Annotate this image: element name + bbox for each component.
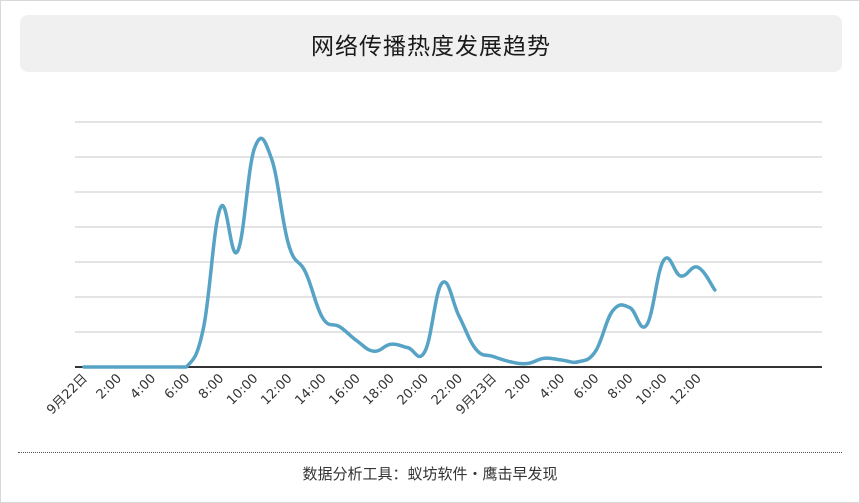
x-tick-label: 20:00: [395, 371, 432, 408]
chart-title: 网络传播热度发展趋势: [311, 33, 551, 60]
x-tick-label: 12:00: [258, 371, 295, 408]
x-tick-label: 16:00: [327, 371, 364, 408]
x-tick-label: 12:00: [668, 371, 705, 408]
x-tick-label: 10:00: [224, 371, 261, 408]
x-tick-label: 6:00: [571, 371, 602, 402]
x-tick-label: 14:00: [292, 371, 329, 408]
x-tick-label: 6:00: [162, 371, 193, 402]
footer-source: 数据分析工具：蚁坊软件・鹰击早发现: [302, 465, 558, 483]
grid-lines: [75, 121, 822, 333]
series-layer: [82, 136, 717, 369]
x-tick-label: 18:00: [361, 371, 398, 408]
x-tick-label: 4:00: [537, 371, 568, 402]
x-tick-label: 10:00: [633, 371, 670, 408]
footer-divider: [18, 452, 842, 453]
x-tick-label: 2:00: [503, 371, 534, 402]
series-line-1: [82, 136, 717, 369]
x-tick-label: 8:00: [196, 371, 227, 402]
x-tick-label: 4:00: [128, 371, 159, 402]
x-tick-labels: 9月22日 2:00 4:00 6:00 8:0010:0012:0014:0016:0…: [44, 371, 704, 418]
x-tick-label: 2:00: [94, 371, 125, 402]
x-tick-label: 9月22日: [44, 371, 91, 418]
x-tick-label: 8:00: [605, 371, 636, 402]
title-bar: 网络传播热度发展趋势: [20, 15, 842, 72]
